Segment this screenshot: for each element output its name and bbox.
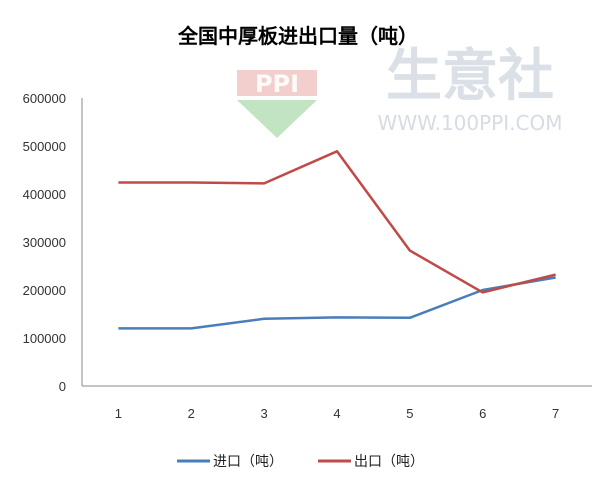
x-axis-ticks: 1 2 3 4 5 6 7: [115, 406, 559, 421]
y-axis-ticks: 0 100000 200000 300000 400000 500000 600000: [23, 91, 66, 394]
y-tick-label: 600000: [23, 91, 66, 106]
legend-label-2: 出口（吨）: [354, 454, 424, 470]
watermark-brand: 生意社: [386, 44, 554, 109]
y-tick-label: 300000: [23, 235, 66, 250]
x-tick-label: 7: [552, 406, 559, 421]
chart-title: 全国中厚板进出口量（吨）: [177, 24, 418, 48]
y-tick-label: 500000: [23, 139, 66, 154]
x-tick-label: 4: [333, 406, 340, 421]
series-line-1: [118, 276, 556, 330]
x-tick-label: 1: [115, 406, 122, 421]
y-tick-label: 0: [59, 379, 66, 394]
series-line-2: [118, 150, 556, 294]
y-tick-label: 200000: [23, 283, 66, 298]
x-tick-label: 2: [188, 406, 195, 421]
series-lines: [118, 150, 556, 330]
x-tick-label: 5: [406, 406, 413, 421]
x-tick-label: 3: [261, 406, 268, 421]
legend-label-1: 进口（吨）: [213, 454, 283, 470]
axes: [81, 98, 592, 387]
ppi-logo: PPI: [237, 70, 317, 138]
y-tick-label: 100000: [23, 331, 66, 346]
legend: 进口（吨） 出口（吨）: [177, 454, 424, 470]
y-tick-label: 400000: [23, 187, 66, 202]
ppi-logo-text: PPI: [255, 70, 299, 98]
x-tick-label: 6: [479, 406, 486, 421]
watermark: PPI 生意社 WWW.100PPI.COM: [237, 44, 562, 138]
ppi-logo-triangle: [237, 100, 317, 138]
watermark-url: WWW.100PPI.COM: [378, 111, 563, 135]
